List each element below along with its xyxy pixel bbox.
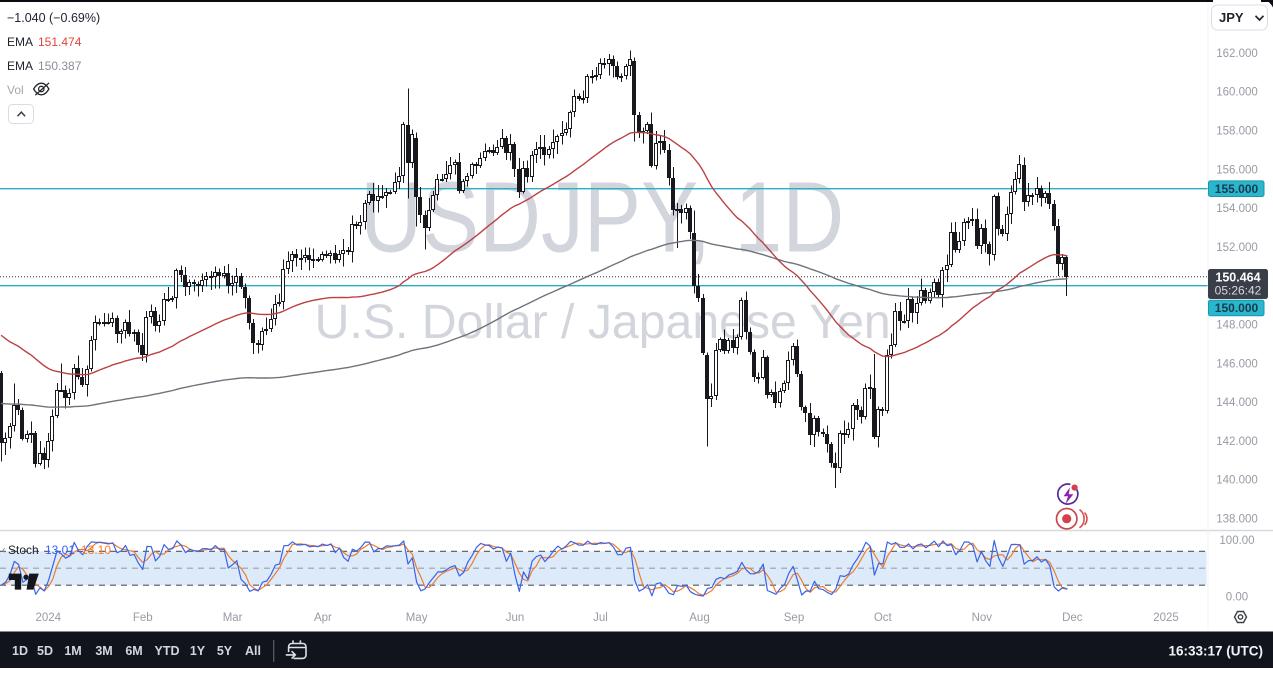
- svg-text:Mar: Mar: [223, 612, 243, 624]
- svg-text:EMA: EMA: [7, 35, 33, 49]
- svg-text:May: May: [406, 612, 428, 624]
- svg-text:5D: 5D: [37, 644, 53, 658]
- svg-text:144.000: 144.000: [1216, 397, 1258, 409]
- svg-text:1D: 1D: [12, 644, 28, 658]
- svg-text:146.000: 146.000: [1216, 358, 1258, 370]
- svg-text:6M: 6M: [125, 644, 142, 658]
- svg-text:0.00: 0.00: [1226, 592, 1248, 604]
- svg-text:‹: ‹: [2, 545, 6, 557]
- svg-text:Dec: Dec: [1062, 612, 1083, 624]
- svg-text:13.01: 13.01: [45, 543, 75, 557]
- svg-text:Aug: Aug: [689, 612, 709, 624]
- svg-text:138.000: 138.000: [1216, 514, 1258, 526]
- svg-text:155.000: 155.000: [1215, 182, 1259, 196]
- svg-text:EMA: EMA: [7, 59, 33, 73]
- svg-text:100.00: 100.00: [1219, 535, 1254, 547]
- svg-text:Vol: Vol: [7, 83, 24, 97]
- svg-text:Apr: Apr: [314, 612, 332, 624]
- svg-text:5Y: 5Y: [217, 644, 233, 658]
- svg-text:150.464: 150.464: [1215, 271, 1260, 285]
- svg-text:150.387: 150.387: [38, 59, 82, 73]
- svg-text:Jun: Jun: [506, 612, 525, 624]
- svg-text:2024: 2024: [36, 612, 62, 624]
- svg-text:U.S. Dollar / Japanese Yen: U.S. Dollar / Japanese Yen: [315, 296, 891, 349]
- svg-text:140.000: 140.000: [1216, 475, 1258, 487]
- svg-text:154.000: 154.000: [1216, 203, 1258, 215]
- svg-text:156.000: 156.000: [1216, 164, 1258, 176]
- svg-text:2025: 2025: [1153, 612, 1179, 624]
- svg-text:158.000: 158.000: [1216, 126, 1258, 138]
- svg-text:151.474: 151.474: [38, 35, 82, 49]
- svg-text:13.10: 13.10: [81, 543, 111, 557]
- svg-text:All: All: [245, 644, 261, 658]
- svg-text:16:33:17 (UTC): 16:33:17 (UTC): [1168, 644, 1263, 659]
- svg-text:142.000: 142.000: [1216, 436, 1258, 448]
- svg-text:YTD: YTD: [155, 644, 180, 658]
- svg-text:162.000: 162.000: [1216, 48, 1258, 60]
- svg-text:Nov: Nov: [972, 612, 993, 624]
- svg-text:160.000: 160.000: [1216, 87, 1258, 99]
- svg-text:Stoch: Stoch: [8, 543, 39, 557]
- svg-text:USDJPY, 1D: USDJPY, 1D: [360, 161, 844, 273]
- svg-text:Oct: Oct: [874, 612, 893, 624]
- svg-text:JPY: JPY: [1219, 10, 1244, 25]
- svg-text:150.000: 150.000: [1215, 301, 1259, 315]
- svg-text:152.000: 152.000: [1216, 242, 1258, 254]
- svg-text:05:26:42: 05:26:42: [1215, 284, 1262, 298]
- svg-text:3M: 3M: [95, 644, 112, 658]
- svg-text:Sep: Sep: [784, 612, 804, 624]
- svg-text:1Y: 1Y: [190, 644, 206, 658]
- svg-text:1M: 1M: [64, 644, 81, 658]
- svg-text:−1.040 (−0.69%): −1.040 (−0.69%): [7, 11, 100, 25]
- svg-text:148.000: 148.000: [1216, 320, 1258, 332]
- svg-text:Feb: Feb: [133, 612, 153, 624]
- svg-text:Jul: Jul: [593, 612, 608, 624]
